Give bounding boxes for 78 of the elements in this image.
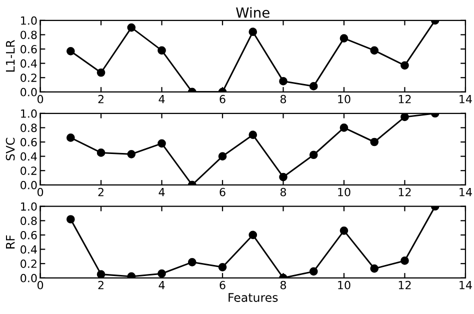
- y-axis-title: RF: [6, 235, 15, 248]
- y-tick-label: 0.8: [20, 30, 37, 40]
- point: [370, 138, 379, 146]
- x-tick-label: 0: [37, 188, 44, 196]
- y-tick-label: 0.8: [20, 216, 37, 226]
- point: [370, 264, 379, 273]
- y-tick-label: 0.4: [20, 59, 37, 68]
- x-tick-label: 2: [98, 188, 104, 196]
- x-axis-title: Features: [228, 293, 278, 302]
- point: [248, 28, 258, 36]
- point: [279, 172, 288, 182]
- x-tick-label: 12: [398, 94, 411, 104]
- x-tick-label: 8: [280, 94, 286, 104]
- point: [96, 148, 106, 157]
- point: [127, 23, 136, 32]
- y-tick-label: 0.0: [20, 274, 37, 282]
- point: [96, 68, 106, 77]
- x-tick-label: 14: [460, 95, 472, 104]
- point: [400, 113, 409, 122]
- point: [66, 215, 75, 224]
- y-tick-label: 1.0: [21, 109, 37, 118]
- y-tick-label: 0.2: [20, 166, 36, 175]
- x-tick-label: 0: [37, 94, 44, 104]
- y-tick-label: 1.0: [21, 16, 37, 25]
- point: [340, 226, 348, 235]
- y-tick-label: 0.4: [20, 245, 37, 254]
- y-tick-label: 0.8: [20, 124, 37, 132]
- x-tick-label: 4: [158, 188, 165, 196]
- point: [279, 77, 288, 86]
- x-tick-label: 10: [338, 94, 350, 104]
- chart-title: Wine: [236, 7, 270, 18]
- y-tick-label: 0.4: [20, 152, 37, 161]
- point: [340, 34, 348, 42]
- point: [66, 134, 75, 142]
- y-tick-label: 0.2: [20, 260, 36, 268]
- point: [127, 150, 136, 158]
- x-tick-label: 10: [338, 280, 350, 290]
- x-tick-label: 4: [158, 95, 165, 104]
- point: [218, 262, 227, 272]
- y-tick-label: 0.6: [20, 138, 37, 146]
- x-tick-label: 6: [220, 280, 226, 290]
- x-tick-label: 8: [280, 280, 286, 290]
- point: [309, 267, 318, 276]
- point: [158, 139, 166, 148]
- x-tick-label: 10: [338, 188, 350, 196]
- x-tick-label: 6: [220, 94, 226, 104]
- y-axis-title: L1-LR: [6, 40, 15, 72]
- y-tick-label: 0.0: [20, 180, 37, 190]
- point: [309, 150, 318, 160]
- point: [340, 124, 348, 132]
- x-tick-label: 0: [37, 280, 44, 290]
- point: [248, 130, 258, 140]
- x-tick-label: 12: [398, 188, 411, 196]
- y-tick-label: 0.6: [20, 230, 37, 240]
- x-tick-label: 6: [220, 188, 226, 196]
- point: [66, 46, 75, 56]
- x-tick-label: 14: [460, 188, 472, 196]
- y-tick-label: 1.0: [21, 202, 37, 211]
- point: [188, 258, 196, 266]
- y-tick-label: 0.6: [20, 44, 37, 54]
- point: [400, 61, 409, 70]
- point: [158, 46, 166, 55]
- point: [248, 230, 258, 240]
- y-axis-title: SVC: [6, 138, 15, 160]
- x-tick-label: 4: [158, 281, 165, 290]
- point: [218, 152, 227, 160]
- x-tick-label: 2: [98, 94, 104, 104]
- point: [96, 270, 106, 278]
- x-tick-label: 14: [460, 281, 472, 290]
- point: [400, 256, 409, 265]
- x-tick-label: 8: [280, 188, 286, 196]
- point: [309, 82, 318, 90]
- y-tick-label: 0.2: [20, 74, 36, 82]
- x-tick-label: 2: [98, 280, 104, 290]
- x-tick-label: 12: [398, 280, 411, 290]
- y-tick-label: 0.0: [20, 88, 37, 96]
- point: [158, 269, 166, 278]
- point: [370, 46, 379, 55]
